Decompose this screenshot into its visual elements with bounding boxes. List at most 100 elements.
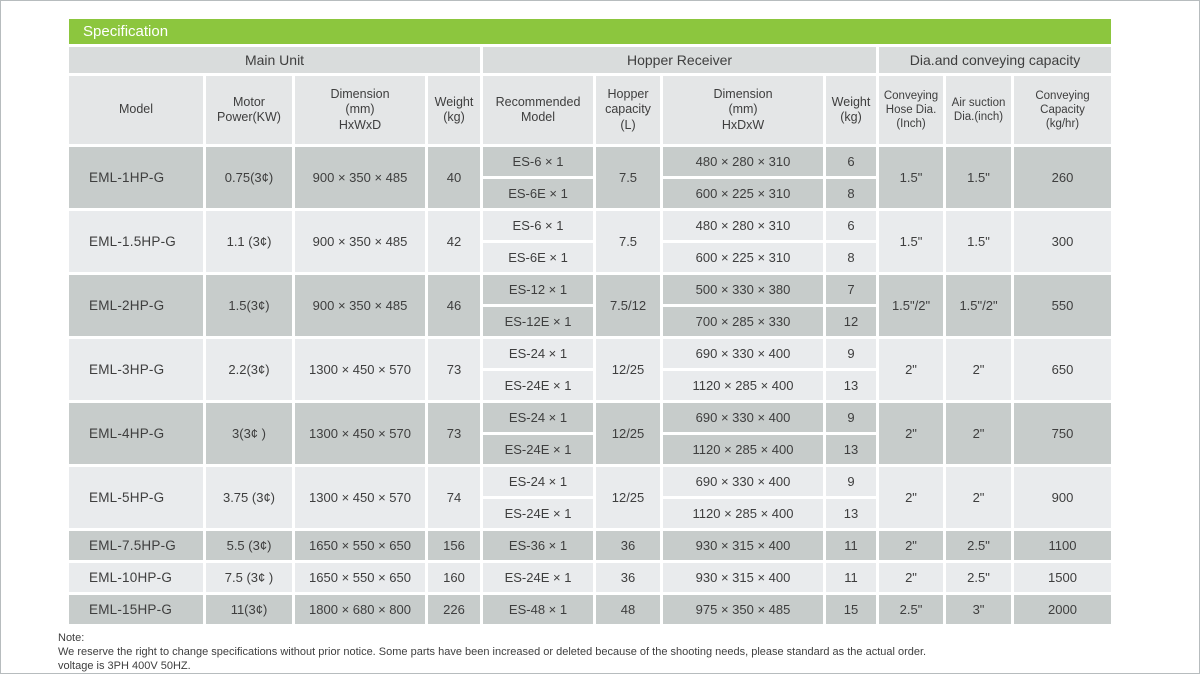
table-row: EML-7.5HP-G 5.5 (3¢) 1650 × 550 × 650 156 ES… xyxy=(69,531,1112,560)
weight-cell: 226 xyxy=(428,595,481,624)
air-suction-dia-cell: 2.5" xyxy=(946,531,1012,560)
hopper-capacity-cell: 12/25 xyxy=(596,403,661,464)
recommended-model-cell: ES-6 × 1 xyxy=(483,211,594,240)
recommended-model-cell: ES-36 × 1 xyxy=(483,531,594,560)
hopper-weight-cell: 9 xyxy=(826,403,877,432)
dimension-cell: 1650 × 550 × 650 xyxy=(295,531,425,560)
motor-power-cell: 11(3¢) xyxy=(206,595,292,624)
hopper-capacity-cell: 48 xyxy=(596,595,661,624)
column-header-0: Model xyxy=(69,76,203,144)
hopper-dimension-cell: 500 × 330 × 380 xyxy=(663,275,824,304)
hopper-weight-cell: 13 xyxy=(826,435,877,464)
recommended-model-cell: ES-12E × 1 xyxy=(483,307,594,336)
hopper-dimension-cell: 690 × 330 × 400 xyxy=(663,339,824,368)
model-cell: EML-2HP-G xyxy=(69,275,203,336)
group-header-2: Dia.and conveying capacity xyxy=(879,47,1112,73)
column-header-row: Model Motor Power(KW) Dimension (mm) HxWxD… xyxy=(69,76,1112,144)
column-header-8: Conveying Hose Dia. (Inch) xyxy=(879,76,944,144)
hopper-dimension-cell: 1120 × 285 × 400 xyxy=(663,371,824,400)
table-subrow: ES-24E × 1 1120 × 285 × 400 13 xyxy=(69,435,1111,464)
weight-cell: 73 xyxy=(428,339,481,400)
column-header-5: Hopper capacity (L) xyxy=(596,76,661,144)
table-row: EML-15HP-G 11(3¢) 1800 × 680 × 800 226 ES-48… xyxy=(69,595,1112,624)
motor-power-cell: 3(3¢ ) xyxy=(206,403,292,464)
model-cell: EML-5HP-G xyxy=(69,467,203,528)
weight-cell: 42 xyxy=(428,211,481,272)
hopper-capacity-cell: 12/25 xyxy=(596,339,661,400)
hopper-capacity-cell: 7.5/12 xyxy=(596,275,661,336)
motor-power-cell: 3.75 (3¢) xyxy=(206,467,292,528)
weight-cell: 46 xyxy=(428,275,481,336)
hopper-weight-cell: 8 xyxy=(826,243,877,272)
hopper-capacity-cell: 12/25 xyxy=(596,467,661,528)
hopper-dimension-cell: 1120 × 285 × 400 xyxy=(663,435,824,464)
hopper-dimension-cell: 1120 × 285 × 400 xyxy=(663,499,824,528)
weight-cell: 73 xyxy=(428,403,481,464)
model-cell: EML-4HP-G xyxy=(69,403,203,464)
motor-power-cell: 1.1 (3¢) xyxy=(206,211,292,272)
hopper-weight-cell: 6 xyxy=(826,211,877,240)
hopper-dimension-cell: 600 × 225 × 310 xyxy=(663,243,824,272)
hopper-dimension-cell: 700 × 285 × 330 xyxy=(663,307,824,336)
recommended-model-cell: ES-24E × 1 xyxy=(483,435,594,464)
conveying-hose-dia-cell: 2" xyxy=(879,403,944,464)
specification-table: Main Unit Hopper Receiver Dia.and conveyin… xyxy=(66,44,1114,627)
model-cell: EML-15HP-G xyxy=(69,595,203,624)
weight-cell: 40 xyxy=(428,147,481,208)
hopper-weight-cell: 9 xyxy=(826,467,877,496)
table-row: EML-5HP-G 3.75 (3¢) 1300 × 450 × 570 74 ES-2… xyxy=(69,467,1112,528)
column-header-10: Conveying Capacity (kg/hr) xyxy=(1014,76,1112,144)
table-row: EML-1HP-G 0.75(3¢) 900 × 350 × 485 40 ES-6 ×… xyxy=(69,147,1112,208)
motor-power-cell: 5.5 (3¢) xyxy=(206,531,292,560)
hopper-dimension-cell: 480 × 280 × 310 xyxy=(663,147,824,176)
model-cell: EML-1.5HP-G xyxy=(69,211,203,272)
conveying-capacity-cell: 2000 xyxy=(1014,595,1112,624)
conveying-capacity-cell: 300 xyxy=(1014,211,1112,272)
hopper-dimension-cell: 975 × 350 × 485 xyxy=(663,595,824,624)
hopper-weight-cell: 6 xyxy=(826,147,877,176)
hopper-weight-cell: 12 xyxy=(826,307,877,336)
table-subrow: ES-6E × 1 600 × 225 × 310 8 xyxy=(69,243,1111,272)
hopper-weight-cell: 11 xyxy=(826,563,877,592)
dimension-cell: 900 × 350 × 485 xyxy=(295,275,425,336)
column-header-7: Weight (kg) xyxy=(826,76,877,144)
recommended-model-cell: ES-24 × 1 xyxy=(483,467,594,496)
model-cell: EML-3HP-G xyxy=(69,339,203,400)
air-suction-dia-cell: 2" xyxy=(946,467,1012,528)
conveying-hose-dia-cell: 1.5" xyxy=(879,147,944,208)
hopper-dimension-cell: 480 × 280 × 310 xyxy=(663,211,824,240)
weight-cell: 160 xyxy=(428,563,481,592)
note: Note: We reserve the right to change spe… xyxy=(58,632,926,673)
hopper-dimension-cell: 930 × 315 × 400 xyxy=(663,563,824,592)
recommended-model-cell: ES-24E × 1 xyxy=(483,371,594,400)
table-row: EML-2HP-G 1.5(3¢) 900 × 350 × 485 46 ES-12 ×… xyxy=(69,275,1112,336)
conveying-hose-dia-cell: 1.5"/2" xyxy=(879,275,944,336)
model-cell: EML-1HP-G xyxy=(69,147,203,208)
note-line-2: voltage is 3PH 400V 50HZ. xyxy=(58,659,191,672)
hopper-weight-cell: 13 xyxy=(826,499,877,528)
column-header-3: Weight (kg) xyxy=(428,76,481,144)
specification-section: Specification Main Unit Hopper Receiver Di… xyxy=(66,19,1114,627)
air-suction-dia-cell: 2" xyxy=(946,339,1012,400)
hopper-weight-cell: 8 xyxy=(826,179,877,208)
conveying-hose-dia-cell: 2" xyxy=(879,563,944,592)
table-row: EML-4HP-G 3(3¢ ) 1300 × 450 × 570 73 ES-24 ×… xyxy=(69,403,1112,464)
hopper-weight-cell: 15 xyxy=(826,595,877,624)
dimension-cell: 900 × 350 × 485 xyxy=(295,147,425,208)
hopper-weight-cell: 9 xyxy=(826,339,877,368)
recommended-model-cell: ES-24E × 1 xyxy=(483,499,594,528)
column-header-2: Dimension (mm) HxWxD xyxy=(295,76,425,144)
dimension-cell: 900 × 350 × 485 xyxy=(295,211,425,272)
hopper-weight-cell: 7 xyxy=(826,275,877,304)
hopper-capacity-cell: 36 xyxy=(596,563,661,592)
conveying-hose-dia-cell: 2" xyxy=(879,339,944,400)
recommended-model-cell: ES-24 × 1 xyxy=(483,339,594,368)
model-cell: EML-7.5HP-G xyxy=(69,531,203,560)
model-cell: EML-10HP-G xyxy=(69,563,203,592)
weight-cell: 156 xyxy=(428,531,481,560)
hopper-dimension-cell: 690 × 330 × 400 xyxy=(663,403,824,432)
conveying-hose-dia-cell: 2" xyxy=(879,531,944,560)
air-suction-dia-cell: 2" xyxy=(946,403,1012,464)
conveying-capacity-cell: 550 xyxy=(1014,275,1112,336)
air-suction-dia-cell: 1.5" xyxy=(946,147,1012,208)
